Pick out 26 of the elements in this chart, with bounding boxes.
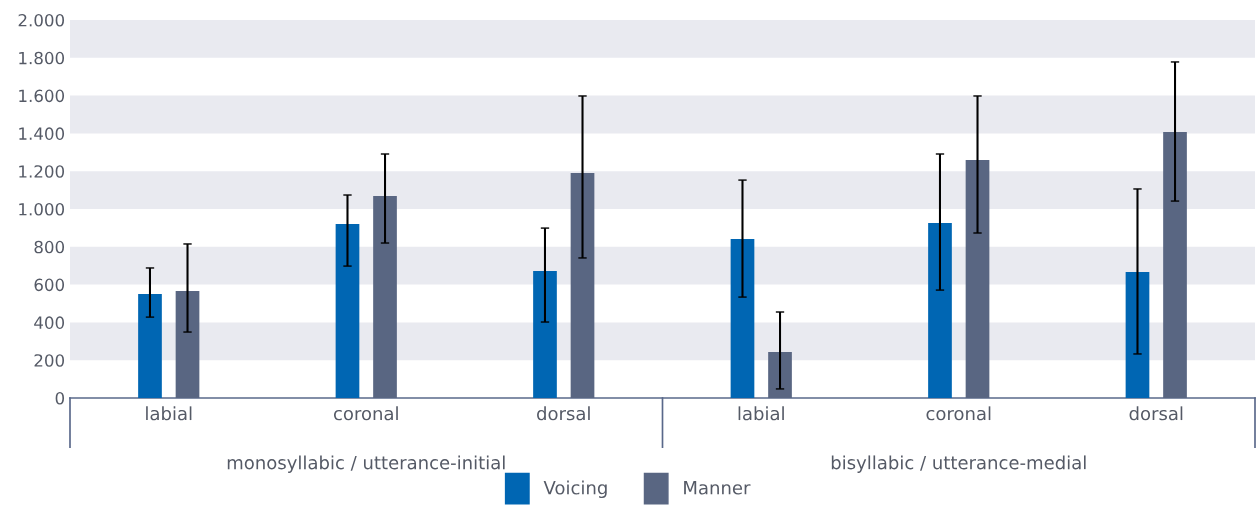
y-tick-label: 1.000 bbox=[19, 202, 65, 216]
bar bbox=[730, 239, 755, 398]
legend-label: Voicing bbox=[543, 480, 607, 499]
y-tick-label: 600 bbox=[34, 278, 65, 292]
text: bisyllabic / utterance-medial bbox=[831, 455, 1086, 473]
bar bbox=[335, 223, 360, 398]
y-tick-label: 200 bbox=[34, 354, 65, 367]
y-tick-label: 1.600 bbox=[19, 89, 65, 103]
x-tick-label: dorsal bbox=[537, 406, 590, 421]
x-tick-label: coronal bbox=[333, 406, 398, 421]
y-tick-label: 0 bbox=[55, 391, 65, 405]
x-tick-label: labial bbox=[146, 406, 192, 421]
text: monosyllabic / utterance-initial bbox=[227, 455, 505, 473]
y-tick-label: 1.800 bbox=[19, 51, 65, 65]
y-tick-label: 400 bbox=[34, 316, 65, 329]
y-tick-label: 1.400 bbox=[19, 127, 65, 140]
x-tick-label: dorsal bbox=[1129, 406, 1183, 421]
bar bbox=[138, 294, 162, 398]
bar bbox=[928, 222, 952, 398]
bar bbox=[533, 270, 557, 398]
y-tick-label: 2.000 bbox=[18, 13, 65, 27]
y-tick-label: 800 bbox=[34, 240, 65, 254]
y-tick-label: 1.200 bbox=[19, 165, 65, 178]
legend-label: Manner bbox=[684, 481, 751, 495]
x-tick-label: labial bbox=[738, 406, 784, 421]
x-tick-label: coronal bbox=[926, 406, 991, 421]
